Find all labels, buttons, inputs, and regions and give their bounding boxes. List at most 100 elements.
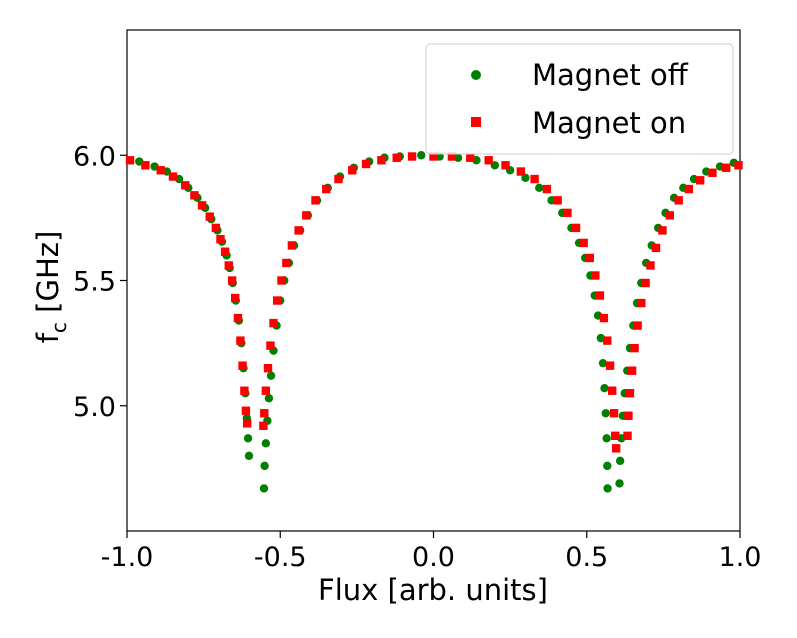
- data-point-magnet-off: [260, 461, 269, 471]
- data-point-magnet-on: [607, 386, 617, 395]
- data-point-magnet-on: [674, 196, 683, 205]
- data-point-magnet-on: [407, 152, 417, 161]
- data-point-magnet-on: [238, 361, 247, 370]
- data-point-magnet-on: [348, 166, 357, 175]
- y-tick-label: 5.5: [73, 267, 116, 298]
- data-point-magnet-on: [211, 223, 221, 233]
- data-point-magnet-on: [242, 419, 252, 428]
- x-tick-label: 0.0: [412, 542, 455, 573]
- data-point-magnet-on: [240, 386, 249, 395]
- data-point-magnet-on: [501, 161, 510, 170]
- data-point-magnet-off: [603, 484, 612, 493]
- data-point-magnet-on: [484, 156, 493, 165]
- data-point-magnet-on: [377, 156, 386, 165]
- data-point-magnet-off: [615, 456, 625, 466]
- data-point-magnet-on: [637, 298, 646, 308]
- data-point-magnet-on: [641, 278, 650, 288]
- data-point-magnet-on: [633, 321, 642, 330]
- data-point-magnet-off: [615, 479, 624, 488]
- y-axis-label-subscript: c: [47, 322, 71, 333]
- data-point-magnet-on: [571, 223, 581, 233]
- data-point-magnet-on: [611, 444, 621, 453]
- data-point-magnet-on: [722, 163, 731, 172]
- series-magnet-on: [125, 152, 743, 453]
- data-point-magnet-on: [220, 247, 230, 256]
- data-point-magnet-on: [263, 363, 273, 373]
- data-point-magnet-on: [260, 409, 269, 418]
- data-point-magnet-on: [156, 166, 165, 175]
- data-point-magnet-on: [695, 176, 705, 185]
- data-point-magnet-on: [684, 184, 694, 194]
- data-point-magnet-on: [553, 196, 562, 205]
- data-point-magnet-off: [601, 409, 610, 418]
- data-point-magnet-on: [591, 271, 600, 280]
- data-point-magnet-on: [287, 241, 297, 250]
- data-point-magnet-on: [277, 276, 286, 285]
- data-point-magnet-off: [244, 451, 254, 461]
- data-point-magnet-on: [294, 226, 303, 235]
- legend-marker-magnet-off: [471, 70, 481, 80]
- data-point-magnet-on: [611, 431, 620, 441]
- data-point-magnet-off: [261, 439, 271, 448]
- data-point-magnet-on: [125, 156, 135, 165]
- data-point-magnet-on: [224, 261, 233, 270]
- data-point-magnet-on: [665, 211, 675, 220]
- data-point-magnet-on: [272, 296, 282, 305]
- data-point-magnet-on: [605, 361, 615, 370]
- data-point-magnet-on: [579, 238, 588, 248]
- data-point-magnet-on: [447, 152, 457, 161]
- data-point-magnet-on: [625, 389, 635, 398]
- data-point-magnet-on: [259, 421, 268, 430]
- data-point-magnet-on: [599, 313, 609, 323]
- data-point-magnet-on: [282, 258, 291, 268]
- y-axis-label: fc [GHz]: [31, 231, 71, 344]
- data-point-magnet-off: [417, 151, 426, 160]
- x-axis-label: Flux [arb. units]: [318, 573, 548, 607]
- data-point-magnet-on: [563, 208, 572, 218]
- data-point-magnet-on: [624, 411, 633, 420]
- data-point-magnet-on: [734, 161, 743, 170]
- data-point-magnet-on: [429, 152, 438, 161]
- data-point-magnet-on: [230, 293, 240, 303]
- data-point-magnet-on: [322, 184, 331, 194]
- data-point-magnet-on: [516, 167, 526, 176]
- data-point-magnet-on: [269, 318, 278, 328]
- x-axis-ticks: -1.0 -0.5 0.0 0.5 1.0: [101, 531, 762, 573]
- data-point-magnet-on: [708, 168, 717, 177]
- data-point-magnet-on: [236, 336, 245, 345]
- data-points-layer: [125, 151, 743, 493]
- data-point-magnet-on: [623, 431, 632, 441]
- data-point-magnet-on: [361, 159, 371, 169]
- data-point-magnet-off: [264, 394, 274, 403]
- data-point-magnet-on: [392, 153, 401, 162]
- y-tick-label: 6.0: [73, 141, 116, 172]
- y-axis-label-unit: [GHz]: [31, 231, 65, 322]
- data-point-magnet-on: [311, 196, 320, 205]
- data-point-magnet-on: [241, 406, 251, 415]
- x-tick-label: 0.5: [565, 542, 608, 573]
- data-point-magnet-on: [542, 184, 552, 194]
- data-point-magnet-off: [259, 484, 269, 493]
- data-point-magnet-on: [216, 234, 225, 244]
- x-tick-label: -0.5: [254, 542, 307, 573]
- data-point-magnet-on: [266, 341, 275, 350]
- series-magnet-off: [135, 151, 739, 493]
- x-tick-label: -1.0: [101, 542, 154, 573]
- data-point-magnet-on: [630, 343, 639, 353]
- data-point-magnet-on: [603, 336, 612, 345]
- data-point-magnet-on: [190, 191, 199, 200]
- x-tick-label: 1.0: [719, 542, 762, 573]
- data-point-magnet-on: [205, 212, 214, 221]
- data-point-magnet-off: [600, 384, 609, 393]
- data-point-magnet-on: [261, 386, 271, 395]
- data-point-magnet-on: [609, 409, 619, 418]
- legend-label-magnet-off: Magnet off: [532, 58, 689, 92]
- data-point-magnet-on: [658, 226, 667, 235]
- data-point-magnet-off: [243, 434, 253, 443]
- y-axis-ticks: 5.0 5.5 6.0: [73, 141, 127, 423]
- data-point-magnet-on: [595, 291, 605, 300]
- data-point-magnet-on: [651, 243, 661, 253]
- data-point-magnet-on: [197, 201, 207, 210]
